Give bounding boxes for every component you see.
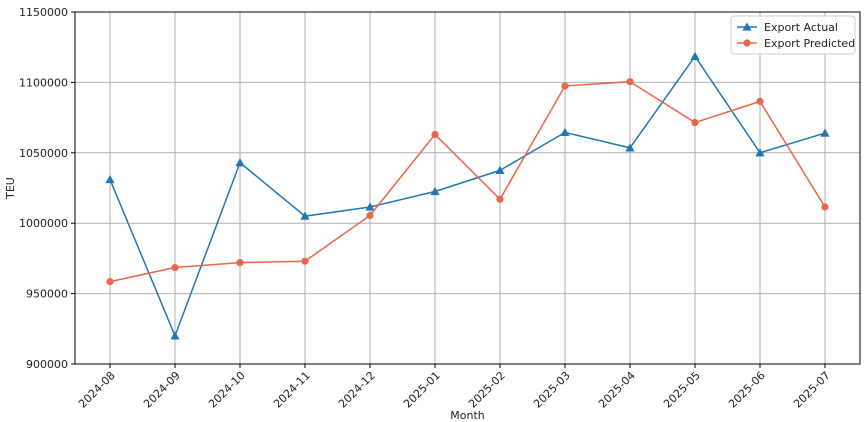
y-tick-label: 1100000 — [19, 76, 68, 89]
data-point-marker — [366, 211, 374, 220]
data-point-marker — [743, 39, 751, 47]
y-axis-label: TEU — [4, 177, 17, 200]
y-tick-label: 900000 — [26, 358, 68, 371]
legend-box — [730, 15, 856, 55]
data-point-marker — [561, 82, 569, 90]
data-point-marker — [365, 202, 375, 211]
y-tick-label: 1050000 — [19, 147, 68, 160]
y-tick-label: 1000000 — [19, 217, 68, 230]
data-point-marker — [625, 143, 635, 152]
data-point-marker — [106, 278, 114, 286]
data-point-marker — [170, 331, 180, 340]
y-tick-label: 950000 — [26, 288, 68, 301]
data-point-marker — [690, 51, 700, 60]
legend-item: Export Actual — [737, 21, 838, 34]
data-point-marker — [105, 174, 115, 184]
legend-label: Export Actual — [764, 21, 838, 34]
series-export-predicted — [106, 78, 829, 286]
data-point-marker — [301, 257, 309, 265]
data-point-marker — [300, 211, 310, 220]
data-point-marker — [820, 128, 830, 137]
plot-frame — [74, 11, 861, 365]
series-line — [109, 80, 826, 283]
x-axis-label: Month — [450, 409, 485, 422]
data-point-marker — [560, 127, 570, 136]
data-point-marker — [235, 157, 245, 167]
data-point-marker — [742, 22, 752, 31]
data-point-marker — [496, 195, 504, 203]
series-line — [109, 55, 826, 338]
data-point-marker — [756, 97, 764, 106]
data-point-marker — [236, 259, 244, 267]
data-point-marker — [691, 118, 699, 127]
legend-label: Export Predicted — [764, 37, 855, 50]
series-export-actual — [105, 51, 830, 340]
data-point-marker — [430, 186, 440, 196]
series-layer — [105, 51, 830, 340]
data-point-marker — [171, 263, 179, 272]
data-point-marker — [821, 203, 829, 211]
data-point-marker — [755, 148, 765, 157]
data-point-marker — [431, 130, 439, 139]
legend-item: Export Predicted — [737, 37, 855, 50]
data-point-marker — [626, 78, 634, 86]
y-axis: 900000 950000 1000000 1050000 1100000 1150000 — [19, 6, 75, 371]
data-point-marker — [495, 165, 505, 175]
y-tick-label: 1150000 — [19, 6, 68, 19]
legend: Export Actual Export Predicted — [730, 15, 856, 55]
